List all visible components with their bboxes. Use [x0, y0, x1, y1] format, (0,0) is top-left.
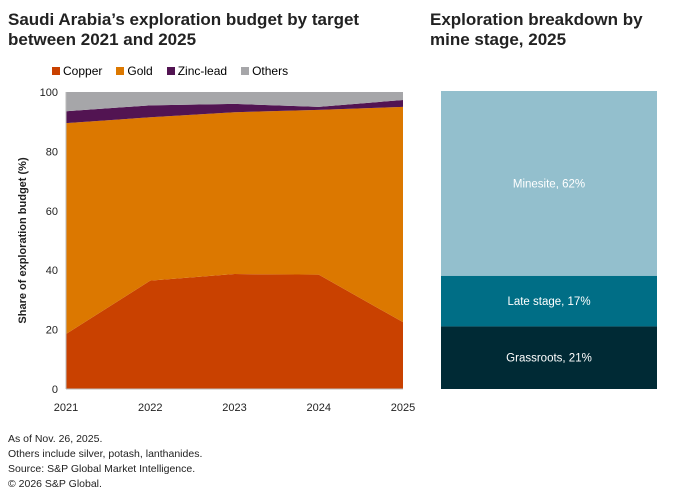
- x-tick-label: 2025: [391, 402, 415, 414]
- legend-item-gold: Gold: [116, 64, 153, 78]
- y-tick-label: 100: [40, 87, 58, 99]
- right-chart-title: Exploration breakdown by mine stage, 202…: [430, 10, 643, 49]
- footnote-date: As of Nov. 26, 2025.: [8, 433, 103, 445]
- footnote-source: Source: S&P Global Market Intelligence.: [8, 463, 196, 475]
- x-tick-label: 2021: [54, 402, 78, 414]
- legend-swatch: [166, 67, 175, 75]
- legend-item-copper: Copper: [52, 64, 102, 78]
- footnote-copyright: © 2026 S&P Global.: [8, 478, 102, 490]
- footnotes: As of Nov. 26, 2025. Others include silv…: [8, 432, 202, 492]
- legend: Copper Gold Zinc-lead Others: [52, 64, 288, 78]
- legend-item-others: Others: [241, 64, 288, 78]
- y-tick-label: 20: [46, 325, 58, 337]
- legend-label: Copper: [63, 64, 103, 78]
- legend-swatch: [52, 67, 60, 75]
- legend-swatch: [241, 67, 250, 75]
- y-axis-label: Share of exploration budget (%): [17, 157, 29, 324]
- y-tick-label: 60: [46, 206, 58, 218]
- area-gold: [66, 106, 403, 335]
- footnote-others: Others include silver, potash, lanthanid…: [8, 448, 203, 460]
- area-copper: [66, 274, 403, 389]
- area-zinc-lead: [66, 100, 403, 124]
- bar-segment-minesite: [441, 91, 657, 276]
- legend-label: Zinc-lead: [177, 64, 228, 78]
- area-others: [66, 92, 403, 112]
- x-tick-label: 2022: [138, 402, 162, 414]
- bar-segment-grassroots: [441, 326, 657, 389]
- legend-swatch: [116, 67, 125, 75]
- bar-segment-label: Grassroots, 21%: [506, 353, 592, 365]
- y-tick-label: 80: [46, 146, 58, 158]
- y-tick-label: 0: [52, 384, 58, 396]
- legend-label: Gold: [127, 64, 153, 78]
- x-tick-label: 2024: [307, 402, 331, 414]
- y-tick-label: 40: [46, 265, 58, 277]
- bar-segment-label: Late stage, 17%: [507, 296, 590, 308]
- left-chart-title: Saudi Arabia’s exploration budget by tar…: [8, 10, 360, 49]
- bar-segment-label: Minesite, 62%: [513, 178, 585, 190]
- charts-svg: 0 20 40 60 80 100 2021 2022 2023 2024 2025 Share of…: [17, 87, 657, 414]
- x-tick-label: 2023: [222, 402, 246, 414]
- legend-item-zinc-lead: Zinc-lead: [166, 64, 228, 78]
- bar-segment-late-stage: [441, 275, 657, 327]
- legend-label: Others: [252, 64, 289, 78]
